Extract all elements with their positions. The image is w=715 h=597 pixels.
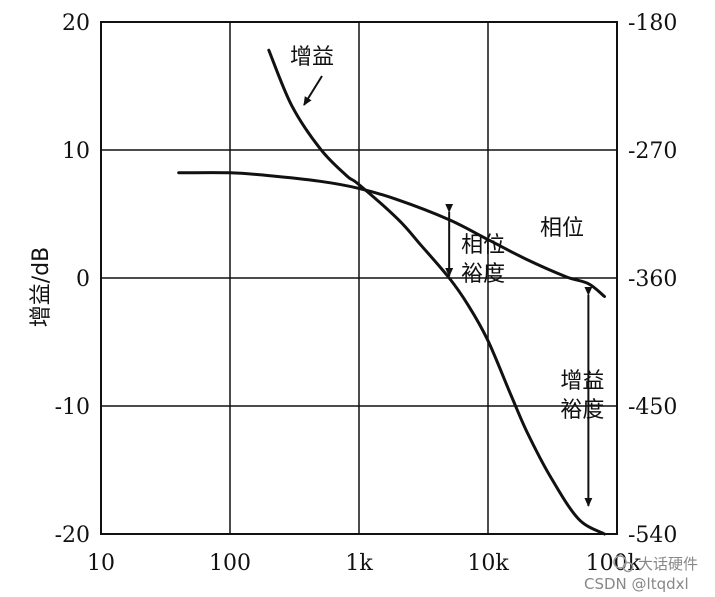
y-tick-label: 0: [76, 267, 90, 292]
x-tick-labels: 10 100 1k 10k 100k: [87, 551, 642, 576]
y-axis-label: 增益/dB: [29, 247, 54, 327]
y2-tick-label: -360: [628, 267, 677, 292]
x-tick-label: 10: [87, 551, 115, 576]
x-tick-label: 10k: [467, 551, 509, 576]
x-tick-label: 100: [209, 551, 251, 576]
y2-tick-label: -180: [628, 11, 677, 36]
y-tick-label: 10: [62, 139, 90, 164]
watermark: 大话硬件 CSDN @ltqdxl: [584, 555, 698, 593]
y2-tick-label: -450: [628, 395, 677, 420]
y-tick-label: -20: [55, 523, 90, 548]
gain-margin-label-2: 裕度: [560, 398, 604, 423]
y2-tick-labels: -180 -270 -360 -450 -540: [628, 11, 677, 548]
series-line-2: [177, 171, 606, 298]
gain-label: 增益: [290, 45, 334, 70]
wechat-icon: [613, 555, 627, 569]
wechat-icon-small: [622, 561, 634, 573]
phase-label: 相位: [540, 216, 584, 241]
x-tick-label: 1k: [345, 551, 373, 576]
y2-tick-label: -270: [628, 139, 677, 164]
series-lines: [177, 48, 606, 536]
phase-margin-label-1: 相位: [461, 233, 505, 258]
series-line-1: [267, 48, 606, 536]
y2-tick-label: -540: [628, 523, 677, 548]
y-tick-label: -10: [55, 395, 90, 420]
watermark-line1: 大话硬件: [638, 555, 698, 573]
y-tick-labels: 20 10 0 -10 -20: [55, 11, 90, 548]
gain-label-arrow: [303, 75, 323, 106]
grid-lines: [101, 22, 617, 534]
watermark-line2: CSDN @ltqdxl: [584, 575, 689, 593]
phase-margin-label-2: 裕度: [461, 262, 505, 287]
y-tick-label: 20: [62, 11, 90, 36]
gain-margin-label-1: 增益: [560, 369, 604, 394]
plot-frame: [100, 21, 618, 535]
